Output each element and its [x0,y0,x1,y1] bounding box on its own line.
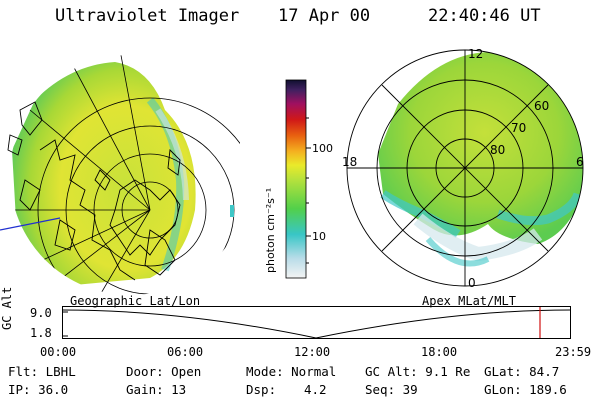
gain-info: Gain: 13 [126,382,187,397]
orbit-altitude-curve [62,309,571,339]
orbit-y-top: 9.0 [30,306,52,320]
door-info: Door: Open [126,364,202,379]
ip-info: IP: 36.0 [8,382,69,397]
glat-info: GLat: 84.7 [484,364,560,379]
orbit-altitude-plot [62,306,571,339]
mlt-label-6: 6 [576,155,584,169]
polar-aurora-emission [378,52,583,244]
orbit-x-tick-3: 18:00 [421,345,458,359]
mode-info: Mode: Normal [246,364,337,379]
observation-date: 17 Apr 00 [278,6,371,26]
orbit-y-bottom: 1.8 [30,326,52,340]
mlat-label-80: 80 [490,143,505,157]
mlt-label-0: 0 [468,276,476,290]
orbit-x-tick-0: 00:00 [40,345,77,359]
geographic-image-panel [0,55,240,295]
polar-image-panel: 12 18 6 0 60 70 80 [342,47,584,290]
glon-info: GLon: 189.6 [484,382,567,397]
geo-panel-label: Geographic Lat/Lon [70,294,201,308]
seq-info: Seq: 39 [365,382,418,397]
orbit-x-tick-2: 12:00 [294,345,331,359]
colorbar: 100 10 photon cm⁻²s⁻¹ [264,79,333,279]
mlt-label-12: 12 [468,47,483,61]
colorbar-tick-100: 100 [312,142,333,155]
gc-alt-info: GC Alt: 9.1 Re [365,364,471,379]
orbit-x-tick-1: 06:00 [167,345,204,359]
mlt-label-18: 18 [342,155,357,169]
colorbar-scale [285,79,307,279]
dsp-label: Dsp: [246,382,277,397]
orbit-axis-label: GC Alt [0,286,14,330]
colorbar-unit-label: photon cm⁻²s⁻¹ [264,188,277,273]
dsp-value: 4.2 [304,382,327,397]
instrument-title: Ultraviolet Imager [55,6,240,26]
filter-info: Flt: LBHL [8,364,76,379]
polar-panel-label: Apex MLat/MLT [422,294,516,308]
colorbar-tick-10: 10 [312,230,326,243]
observation-time: 22:40:46 UT [428,6,541,26]
mlat-label-70: 70 [511,121,526,135]
orbit-x-tick-4: 23:59 [555,345,592,359]
mlat-label-60: 60 [534,99,549,113]
